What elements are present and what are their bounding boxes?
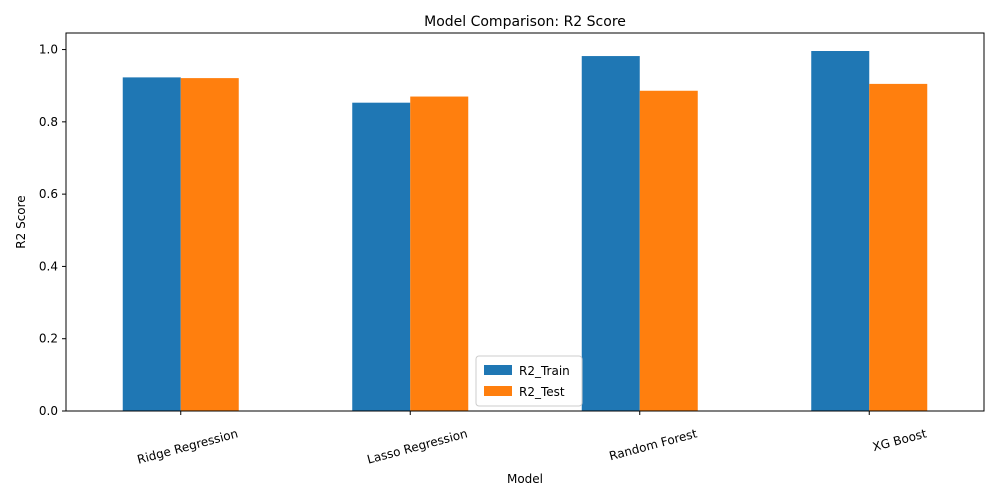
legend: R2_Train R2_Test: [475, 355, 583, 407]
y-tick-label: 0.0: [39, 404, 58, 418]
x-axis-label: Model: [507, 472, 543, 486]
y-tick-label: 1.0: [39, 43, 58, 57]
y-axis: 0.0 0.2 0.4 0.6 0.8 1.0: [39, 43, 66, 418]
bar-R2_Test-0: [180, 78, 239, 412]
bar-R2_Train-3: [811, 51, 870, 411]
x-tick-label: Ridge Regression: [136, 426, 240, 466]
y-tick-label: 0.8: [39, 115, 58, 129]
y-tick-label: 0.6: [39, 187, 58, 201]
x-tick-label: XG Boost: [871, 426, 928, 454]
y-tick-label: 0.4: [39, 259, 58, 273]
x-axis: Ridge Regression Lasso Regression Random F…: [136, 411, 928, 467]
y-tick-label: 0.2: [39, 332, 58, 346]
plot-frame: [65, 32, 985, 412]
bar-R2_Test-1: [410, 96, 469, 411]
bar-R2_Train-0: [122, 77, 181, 411]
bar-R2_Train-2: [581, 56, 640, 411]
bar-R2_Train-1: [352, 102, 411, 412]
legend-label-R2_Test: R2_Test: [519, 385, 565, 399]
y-axis-label: R2 Score: [14, 195, 28, 248]
legend-swatch-R2_Train: [484, 365, 512, 375]
x-tick-label: Lasso Regression: [366, 426, 469, 466]
legend-label-R2_Train: R2_Train: [519, 364, 570, 378]
chart-title: Model Comparison: R2 Score: [424, 14, 626, 30]
bar-R2_Test-3: [869, 83, 928, 411]
bar-R2_Test-2: [639, 90, 698, 411]
bars-group: [122, 51, 928, 412]
x-tick-label: Random Forest: [608, 426, 699, 463]
legend-swatch-R2_Test: [484, 386, 512, 396]
